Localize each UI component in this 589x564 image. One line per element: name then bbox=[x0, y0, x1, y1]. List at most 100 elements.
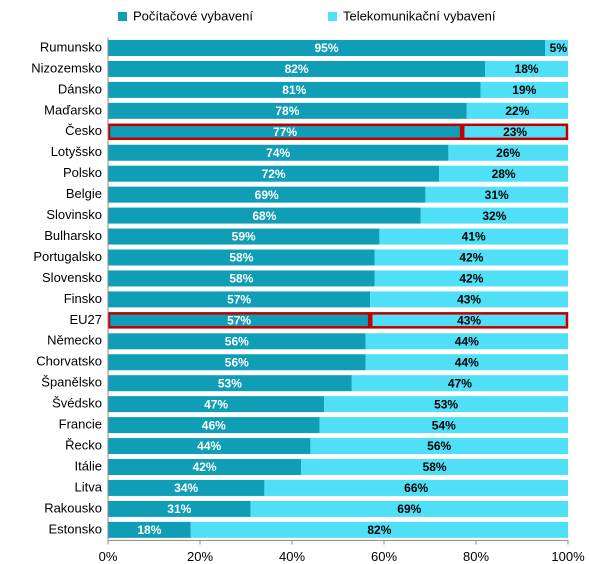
value-label: 69% bbox=[255, 188, 279, 202]
value-label: 57% bbox=[227, 293, 251, 307]
y-tick-label: Česko bbox=[65, 123, 102, 138]
bar-segment bbox=[108, 165, 440, 182]
bar-segment bbox=[250, 500, 568, 517]
y-tick-label: Francie bbox=[59, 417, 102, 432]
value-label: 69% bbox=[397, 502, 421, 516]
bar-segment bbox=[108, 396, 325, 413]
x-tick-label: 20% bbox=[187, 549, 213, 564]
value-label: 68% bbox=[252, 209, 276, 223]
y-tick-label: Španělsko bbox=[41, 375, 102, 390]
y-tick-label: Finsko bbox=[64, 291, 102, 306]
value-label: 46% bbox=[202, 418, 226, 432]
value-label: 66% bbox=[404, 481, 428, 495]
value-label: 74% bbox=[266, 146, 290, 160]
bar-segment bbox=[425, 186, 568, 203]
bar-segment bbox=[108, 438, 311, 455]
bar-segment bbox=[108, 144, 449, 161]
bar-segment bbox=[310, 438, 568, 455]
value-label: 43% bbox=[457, 314, 481, 328]
value-label: 42% bbox=[459, 251, 483, 265]
value-label: 78% bbox=[275, 104, 299, 118]
y-tick-label: Itálie bbox=[75, 458, 102, 473]
bar-segment bbox=[462, 123, 568, 140]
bar-segment bbox=[108, 123, 463, 140]
x-tick-label: 100% bbox=[551, 549, 585, 564]
value-label: 32% bbox=[482, 209, 506, 223]
bar-segment bbox=[190, 521, 569, 538]
value-label: 41% bbox=[462, 230, 486, 244]
value-label: 47% bbox=[448, 376, 472, 390]
value-label: 58% bbox=[229, 251, 253, 265]
bar-segment bbox=[108, 81, 481, 98]
y-tick-label: Slovensko bbox=[42, 270, 102, 285]
value-label: 56% bbox=[225, 334, 249, 348]
bar-segment bbox=[108, 354, 366, 371]
bar-segment bbox=[108, 186, 426, 203]
value-label: 77% bbox=[273, 125, 297, 139]
bar-segment bbox=[374, 249, 568, 266]
bar-segment bbox=[108, 375, 352, 392]
value-label: 82% bbox=[367, 523, 391, 537]
highlight-outline bbox=[107, 312, 371, 329]
value-label: 26% bbox=[496, 146, 520, 160]
y-tick-label: Slovinsko bbox=[46, 207, 102, 222]
value-label: 43% bbox=[457, 293, 481, 307]
value-label: 57% bbox=[227, 314, 251, 328]
bar-segment bbox=[108, 270, 375, 287]
bar-segment bbox=[108, 207, 421, 224]
bar-segment bbox=[108, 312, 371, 329]
y-tick-label: Litva bbox=[75, 479, 103, 494]
bar-segment bbox=[301, 459, 568, 475]
x-tick-label: 40% bbox=[279, 549, 305, 564]
value-label: 72% bbox=[262, 167, 286, 181]
x-tick-label: 0% bbox=[99, 549, 118, 564]
value-label: 47% bbox=[204, 397, 228, 411]
bar-segment bbox=[264, 479, 568, 496]
bar-segment bbox=[374, 270, 568, 287]
highlight-outline bbox=[107, 123, 463, 141]
value-label: 53% bbox=[434, 397, 458, 411]
y-tick-label: Polsko bbox=[63, 165, 102, 180]
value-label: 81% bbox=[282, 83, 306, 97]
bar-segment bbox=[448, 144, 568, 161]
value-label: 19% bbox=[512, 83, 536, 97]
bar-segment bbox=[485, 60, 568, 77]
value-label: 5% bbox=[550, 41, 568, 55]
bar-segment bbox=[545, 40, 568, 56]
bar-segment bbox=[370, 312, 568, 329]
legend-label: Počítačové vybavení bbox=[133, 8, 253, 23]
bar-segment bbox=[324, 396, 568, 413]
value-label: 54% bbox=[432, 418, 456, 432]
y-tick-label: Nizozemsko bbox=[31, 60, 102, 75]
y-tick-label: Bulharsko bbox=[44, 228, 102, 243]
bar-segment bbox=[365, 333, 568, 350]
bar-segment bbox=[108, 60, 486, 77]
bar-segment bbox=[108, 102, 467, 119]
y-tick-label: Maďarsko bbox=[44, 102, 102, 117]
value-label: 42% bbox=[459, 272, 483, 286]
y-tick-label: Dánsko bbox=[58, 81, 102, 96]
value-label: 31% bbox=[485, 188, 509, 202]
y-tick-label: Lotyšsko bbox=[51, 144, 102, 159]
bar-segment bbox=[108, 500, 251, 517]
bar-segment bbox=[108, 521, 191, 538]
value-label: 28% bbox=[492, 167, 516, 181]
bar-segment bbox=[370, 291, 568, 308]
x-tick-label: 80% bbox=[463, 549, 489, 564]
value-label: 44% bbox=[197, 439, 221, 453]
y-tick-label: EU27 bbox=[69, 312, 102, 327]
y-tick-label: Řecko bbox=[65, 437, 102, 452]
bar-segment bbox=[108, 228, 380, 245]
value-label: 95% bbox=[314, 41, 338, 55]
bar-segment bbox=[379, 228, 568, 245]
value-label: 44% bbox=[455, 334, 479, 348]
legend-swatch bbox=[328, 12, 337, 21]
bar-segment bbox=[365, 354, 568, 371]
bar-segment bbox=[108, 459, 302, 475]
value-label: 22% bbox=[505, 104, 529, 118]
value-label: 58% bbox=[423, 460, 447, 474]
x-tick-label: 60% bbox=[371, 549, 397, 564]
bar-segment bbox=[439, 165, 568, 182]
value-label: 34% bbox=[174, 481, 198, 495]
